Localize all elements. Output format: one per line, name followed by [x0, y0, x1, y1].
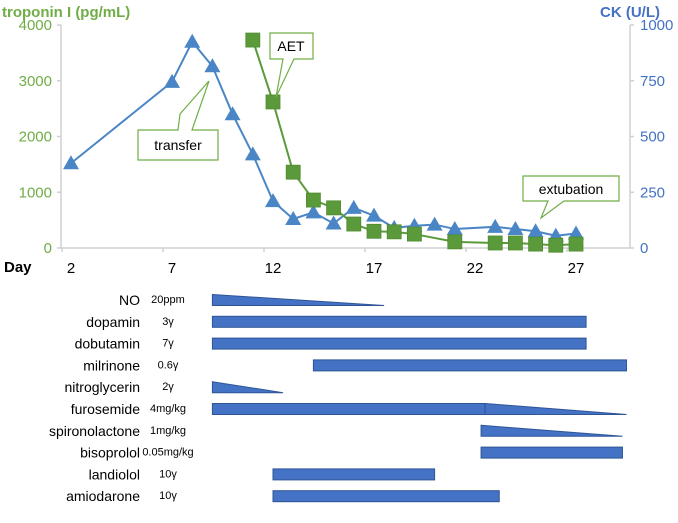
med-name-milrinone: milrinone: [83, 357, 140, 373]
med-bar-landiolol: [272, 468, 436, 481]
ck-point: [507, 221, 524, 236]
med-bar-bisoprolol: [480, 446, 623, 459]
x-tick-label: 2: [67, 260, 75, 277]
med-name-dobutamin: dobutamin: [75, 336, 140, 352]
x-tick-label: 12: [265, 260, 282, 277]
ck-point: [244, 146, 261, 161]
ck-point: [285, 211, 302, 226]
med-dose-dobutamin: 7γ: [162, 338, 174, 350]
troponin-i-point: [265, 94, 281, 110]
x-tick-label: 22: [467, 260, 484, 277]
med-bar-spironolactone: [480, 424, 623, 437]
troponin-i-point: [406, 226, 422, 242]
callout-extubation: extubation: [522, 175, 620, 220]
right-tick-label: 500: [640, 129, 665, 146]
callout-transfer-box: [137, 80, 219, 161]
med-dose-spironolactone: 1mg/kg: [150, 425, 186, 437]
med-dose-bisoprolol: 0.05mg/kg: [142, 447, 193, 459]
med-dose-no: 20ppm: [151, 294, 185, 306]
troponin-i-point: [528, 236, 543, 252]
med-bar-dobutamin: [211, 337, 587, 350]
med-dose-amiodarone: 10γ: [159, 490, 177, 502]
med-dose-nitroglycerin: 2γ: [162, 381, 174, 393]
ck-point: [63, 155, 79, 170]
troponin-i-point: [548, 237, 564, 253]
x-tick-label: 17: [366, 260, 383, 277]
med-dose-dopamin: 3γ: [162, 316, 174, 328]
med-dose-furosemide: 4mg/kg: [150, 403, 186, 415]
ck-point: [224, 106, 241, 121]
med-name-no: NO: [119, 292, 140, 308]
troponin-i-point: [245, 32, 261, 48]
ck-point: [527, 223, 544, 238]
ck-point: [184, 33, 201, 48]
troponin-i-point: [507, 235, 523, 251]
callout-transfer-text: transfer: [154, 137, 202, 153]
troponin-i-point: [346, 216, 362, 232]
x-tick-label: 7: [168, 260, 176, 277]
x-tick-label: 27: [568, 260, 585, 277]
left-tick-label: 4000: [19, 17, 52, 34]
callout-aet-text: AET: [277, 38, 305, 54]
left-axis-title: troponin I (pg/mL): [2, 4, 130, 21]
ck-point: [265, 193, 281, 208]
med-taper-furosemide: [484, 402, 627, 415]
med-name-nitroglycerin: nitroglycerin: [65, 379, 140, 395]
troponin-i-point: [366, 223, 382, 239]
med-name-dopamin: dopamin: [86, 314, 140, 330]
right-tick-label: 1000: [640, 17, 673, 34]
troponin-i-point: [487, 235, 503, 251]
right-tick-label: 0: [640, 240, 648, 257]
callout-extubation-box: [522, 175, 620, 220]
med-name-amiodarone: amiodarone: [66, 488, 140, 504]
right-tick-label: 250: [640, 184, 665, 201]
ck-point: [487, 218, 504, 233]
left-tick-label: 0: [44, 240, 52, 257]
troponin-i-point: [305, 192, 321, 208]
troponin-i-point: [447, 234, 463, 250]
med-bar-dopamin: [211, 315, 587, 328]
med-bar-milrinone: [312, 359, 627, 372]
med-dose-landiolol: 10γ: [159, 468, 177, 480]
med-bar-amiodarone: [272, 490, 500, 503]
callout-aet: AET: [269, 32, 314, 98]
ck-point: [366, 207, 382, 222]
troponin-i-point: [285, 164, 301, 180]
med-name-landiolol: landiolol: [89, 466, 140, 482]
ck-point: [446, 221, 463, 236]
med-bar-nitroglycerin: [211, 381, 284, 394]
med-bar-furosemide: [211, 403, 486, 415]
ck-point: [305, 204, 322, 219]
left-tick-label: 2000: [19, 129, 52, 146]
x-axis-title: Day: [4, 259, 32, 276]
callout-extubation-text: extubation: [539, 181, 604, 197]
med-name-furosemide: furosemide: [71, 401, 140, 417]
left-tick-label: 1000: [19, 184, 52, 201]
right-tick-label: 750: [640, 73, 665, 90]
troponin-i-line: [251, 39, 577, 247]
ck-point: [325, 215, 342, 230]
troponin-i-point: [326, 200, 342, 216]
ck-point: [204, 58, 221, 73]
med-bar-no: [211, 293, 385, 306]
callout-transfer: transfer: [137, 80, 219, 161]
troponin-i-point: [386, 224, 402, 240]
ck-point: [426, 216, 443, 231]
med-dose-milrinone: 0.6γ: [158, 359, 179, 371]
troponin-i-point: [568, 236, 584, 252]
ck-point: [345, 199, 362, 214]
med-name-bisoprolol: bisoprolol: [80, 445, 140, 461]
med-name-spironolactone: spironolactone: [49, 423, 140, 439]
callout-aet-box: [269, 32, 314, 98]
right-axis-title: CK (U/L): [600, 4, 660, 21]
ck-point: [568, 225, 584, 240]
ck-point: [164, 73, 180, 88]
left-tick-label: 3000: [19, 73, 52, 90]
